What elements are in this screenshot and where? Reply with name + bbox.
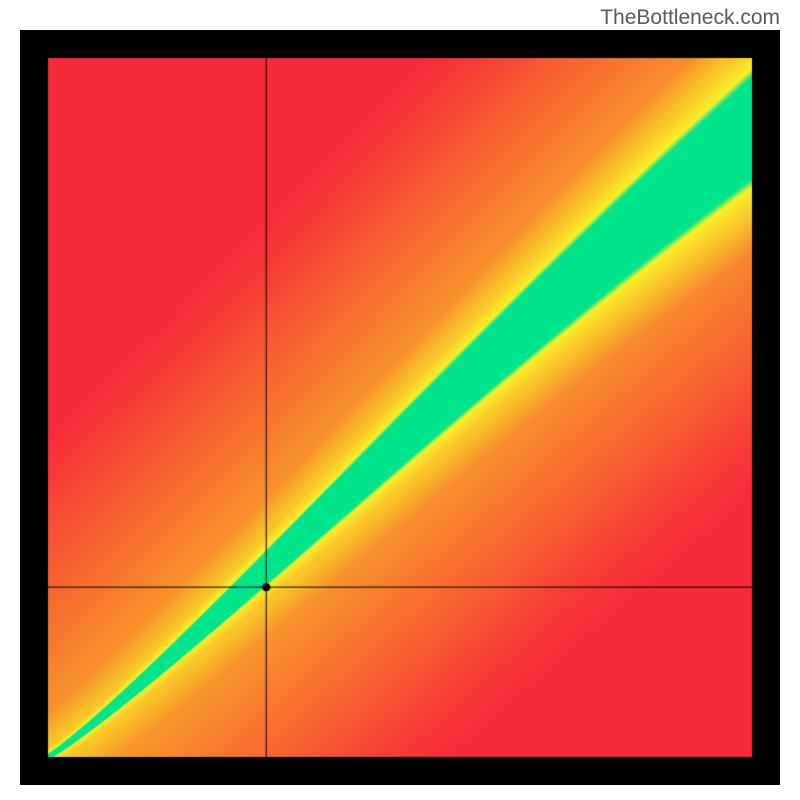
chart-container: TheBottleneck.com — [0, 0, 800, 800]
heatmap-canvas — [20, 30, 780, 785]
bottleneck-heatmap — [20, 30, 780, 785]
watermark-text: TheBottleneck.com — [600, 6, 780, 30]
